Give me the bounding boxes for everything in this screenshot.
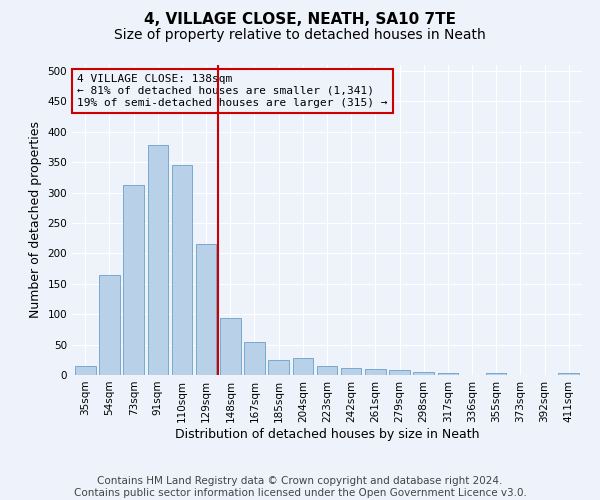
Bar bbox=[341, 368, 361, 375]
Bar bbox=[124, 184, 144, 375]
Bar bbox=[437, 372, 458, 375]
Bar bbox=[486, 372, 506, 375]
Text: Size of property relative to detached houses in Neath: Size of property relative to detached ho… bbox=[114, 28, 486, 42]
Text: 4, VILLAGE CLOSE, NEATH, SA10 7TE: 4, VILLAGE CLOSE, NEATH, SA10 7TE bbox=[144, 12, 456, 28]
Bar bbox=[559, 372, 579, 375]
Text: Contains HM Land Registry data © Crown copyright and database right 2024.
Contai: Contains HM Land Registry data © Crown c… bbox=[74, 476, 526, 498]
Bar bbox=[293, 358, 313, 375]
Bar bbox=[172, 164, 192, 375]
Bar bbox=[220, 318, 241, 375]
Bar bbox=[413, 372, 434, 375]
Bar bbox=[148, 145, 168, 375]
Bar bbox=[365, 369, 386, 375]
Bar bbox=[75, 366, 95, 375]
Bar bbox=[99, 274, 120, 375]
Y-axis label: Number of detached properties: Number of detached properties bbox=[29, 122, 42, 318]
Bar bbox=[268, 360, 289, 375]
Bar bbox=[389, 370, 410, 375]
Bar bbox=[196, 244, 217, 375]
Bar bbox=[244, 342, 265, 375]
X-axis label: Distribution of detached houses by size in Neath: Distribution of detached houses by size … bbox=[175, 428, 479, 440]
Bar bbox=[317, 366, 337, 375]
Text: 4 VILLAGE CLOSE: 138sqm
← 81% of detached houses are smaller (1,341)
19% of semi: 4 VILLAGE CLOSE: 138sqm ← 81% of detache… bbox=[77, 74, 388, 108]
